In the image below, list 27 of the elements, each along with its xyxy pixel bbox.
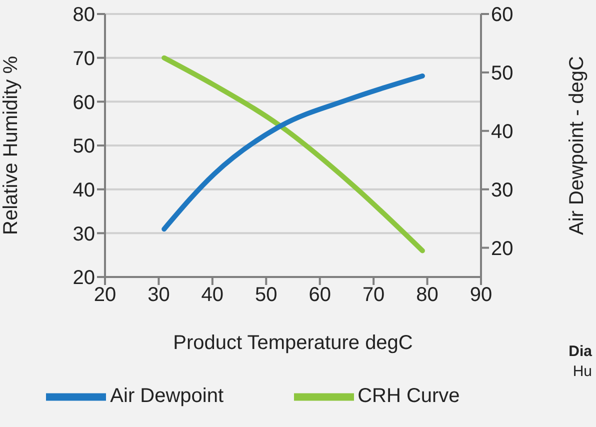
text: Hu xyxy=(572,362,592,382)
legend-label: Air Dewpoint xyxy=(110,385,224,408)
x-axis-title: Product Temperature degC xyxy=(173,332,413,354)
y2-tick-label: 60 xyxy=(491,4,514,26)
y2-tick-label: 20 xyxy=(491,238,514,260)
x-tick-label: 60 xyxy=(308,284,331,306)
x-tick-label: 70 xyxy=(362,284,385,306)
y-tick-label: 30 xyxy=(72,223,95,246)
y-tick-label: 70 xyxy=(72,48,95,70)
x-tick-label: 90 xyxy=(470,284,492,306)
y2-tick-label: 50 xyxy=(491,62,514,85)
x-tick-label: 50 xyxy=(255,284,278,306)
y2-axis-title: Air Dewpoint - degC xyxy=(566,56,588,235)
y-tick-label: 60 xyxy=(72,92,95,114)
y-tick-label: 20 xyxy=(72,267,95,290)
y2-tick-label: 40 xyxy=(491,120,514,143)
x-tick-label: 30 xyxy=(148,284,170,306)
y2-tick-label: 30 xyxy=(491,179,514,202)
legend-label: CRH Curve xyxy=(358,385,460,408)
x-tick-label: 20 xyxy=(94,284,116,306)
text: Dia xyxy=(568,342,592,362)
y-tick-label: 50 xyxy=(72,136,95,158)
y-tick-label: 40 xyxy=(72,179,95,202)
x-tick-label: 40 xyxy=(201,284,224,306)
y-tick-label: 80 xyxy=(72,4,95,26)
y-axis-title: Relative Humidity % xyxy=(0,56,22,235)
x-tick-label: 80 xyxy=(416,284,438,306)
